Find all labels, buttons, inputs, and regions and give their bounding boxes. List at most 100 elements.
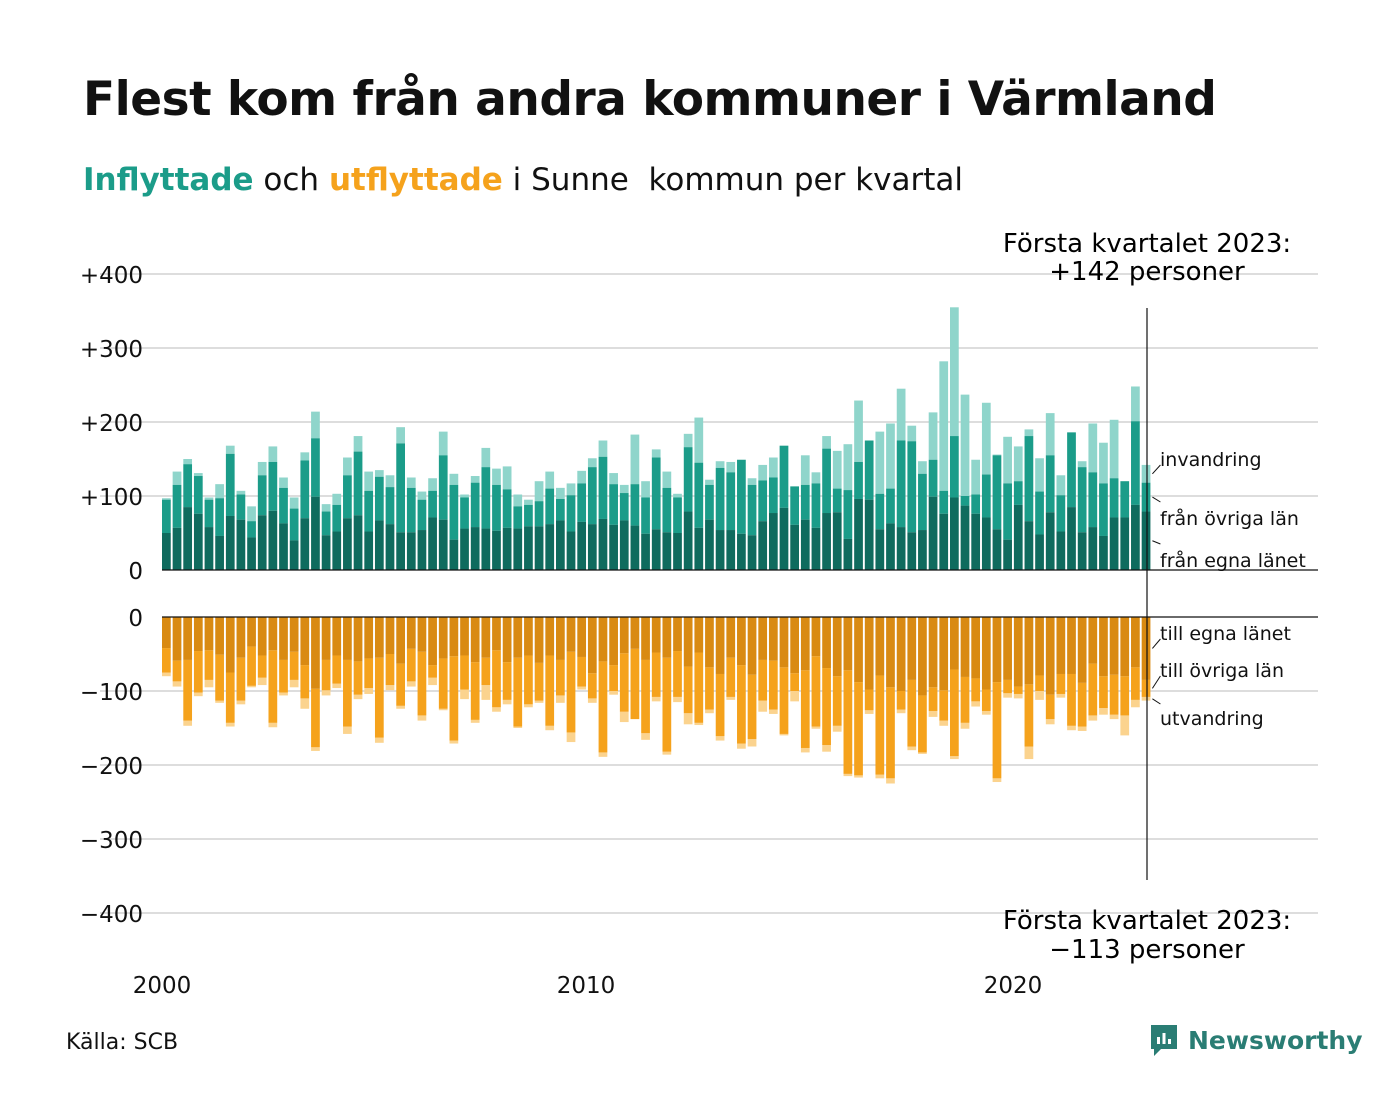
bar-fran-egna-lanet bbox=[247, 537, 256, 570]
bar-fran-ovriga-lan bbox=[800, 484, 810, 520]
bar-utvandring bbox=[556, 695, 565, 703]
bar-till-egna-lanet bbox=[726, 617, 736, 658]
bar-utvandring bbox=[300, 698, 310, 709]
bar-till-egna-lanet bbox=[374, 617, 384, 658]
bar-fran-ovriga-lan bbox=[790, 486, 800, 525]
bar-utvandring bbox=[800, 747, 810, 753]
bar-till-ovriga-lan bbox=[790, 673, 800, 691]
bar-fran-egna-lanet bbox=[1067, 507, 1076, 570]
bar-till-ovriga-lan bbox=[651, 652, 661, 697]
bar-till-ovriga-lan bbox=[832, 676, 842, 726]
bar-till-ovriga-lan bbox=[662, 657, 672, 752]
bar-fran-ovriga-lan bbox=[193, 476, 203, 514]
bar-till-ovriga-lan bbox=[193, 651, 203, 693]
bar-fran-ovriga-lan bbox=[566, 495, 576, 532]
bar-fran-egna-lanet bbox=[800, 519, 810, 570]
bar-fran-ovriga-lan bbox=[854, 461, 863, 499]
grid-bottom bbox=[100, 690, 1318, 914]
bar-fran-egna-lanet bbox=[854, 498, 863, 570]
bar-invandring bbox=[1131, 386, 1140, 422]
series-label-in: från övriga län bbox=[1160, 507, 1299, 530]
bar-till-ovriga-lan bbox=[758, 659, 768, 701]
brand-logo[interactable]: Newsworthy bbox=[1148, 1022, 1363, 1058]
bar-till-egna-lanet bbox=[630, 617, 640, 649]
bar-utvandring bbox=[311, 747, 320, 751]
bar-till-egna-lanet bbox=[811, 617, 821, 657]
bar-till-ovriga-lan bbox=[470, 662, 480, 720]
bar-till-ovriga-lan bbox=[1035, 675, 1044, 691]
bar-till-ovriga-lan bbox=[1045, 694, 1055, 720]
bar-fran-ovriga-lan bbox=[1013, 481, 1023, 505]
bar-fran-egna-lanet bbox=[1003, 539, 1012, 570]
bar-fran-ovriga-lan bbox=[279, 487, 288, 524]
bar-utvandring bbox=[236, 700, 246, 705]
bar-till-egna-lanet bbox=[1045, 617, 1055, 695]
bar-fran-egna-lanet bbox=[768, 513, 778, 570]
bar-fran-egna-lanet bbox=[651, 529, 661, 570]
bar-fran-ovriga-lan bbox=[268, 461, 278, 511]
bar-invandring bbox=[683, 433, 693, 448]
bar-invandring bbox=[694, 417, 704, 463]
bar-till-egna-lanet bbox=[460, 617, 469, 656]
bar-utvandring bbox=[343, 726, 352, 734]
bar-till-egna-lanet bbox=[300, 617, 310, 666]
bar-fran-egna-lanet bbox=[609, 524, 618, 570]
bar-fran-ovriga-lan bbox=[587, 467, 597, 525]
bar-till-ovriga-lan bbox=[737, 665, 746, 744]
bar-till-egna-lanet bbox=[417, 617, 427, 652]
bar-till-egna-lanet bbox=[598, 617, 608, 662]
bar-fran-egna-lanet bbox=[630, 525, 640, 570]
bar-till-egna-lanet bbox=[449, 617, 459, 657]
bar-till-ovriga-lan bbox=[619, 653, 629, 712]
bar-invandring bbox=[332, 493, 342, 505]
bar-fran-ovriga-lan bbox=[630, 484, 640, 526]
bar-fran-egna-lanet bbox=[705, 519, 714, 570]
bar-till-egna-lanet bbox=[896, 617, 906, 691]
bar-invandring bbox=[662, 471, 672, 488]
bar-fran-ovriga-lan bbox=[950, 436, 959, 498]
bar-invandring bbox=[832, 450, 842, 489]
bar-till-ovriga-lan bbox=[768, 660, 778, 710]
bar-utvandring bbox=[1131, 699, 1140, 708]
bar-till-egna-lanet bbox=[343, 617, 352, 660]
bar-invandring bbox=[886, 423, 895, 489]
bar-fran-ovriga-lan bbox=[705, 484, 714, 520]
bar-till-egna-lanet bbox=[470, 617, 480, 663]
bar-fran-ovriga-lan bbox=[1035, 491, 1044, 535]
chart-title: Flest kom från andra kommuner i Värmland bbox=[83, 72, 1217, 127]
bar-till-ovriga-lan bbox=[545, 655, 555, 726]
bar-till-egna-lanet bbox=[172, 617, 182, 661]
bar-fran-egna-lanet bbox=[598, 518, 608, 570]
annotation-top-line2: +142 personer bbox=[1049, 257, 1245, 287]
bar-fran-ovriga-lan bbox=[737, 459, 746, 534]
bar-utvandring bbox=[257, 677, 267, 686]
bar-invandring bbox=[172, 471, 182, 485]
bar-till-ovriga-lan bbox=[1109, 674, 1119, 715]
bar-invandring bbox=[673, 493, 682, 498]
bar-utvandring bbox=[406, 681, 416, 687]
bar-fran-ovriga-lan bbox=[779, 445, 789, 508]
bar-fran-egna-lanet bbox=[928, 496, 938, 570]
bar-till-ovriga-lan bbox=[694, 652, 704, 723]
bar-till-egna-lanet bbox=[960, 617, 970, 677]
bar-utvandring bbox=[779, 733, 789, 736]
bar-fran-ovriga-lan bbox=[886, 488, 895, 524]
bar-till-egna-lanet bbox=[651, 617, 661, 653]
bar-fran-egna-lanet bbox=[321, 535, 331, 570]
bar-invandring bbox=[311, 411, 320, 439]
bar-till-egna-lanet bbox=[513, 617, 523, 658]
bar-utvandring bbox=[502, 699, 512, 705]
bar-utvandring bbox=[172, 681, 182, 687]
bar-fran-egna-lanet bbox=[193, 513, 203, 570]
annotation-bottom-line2: −113 personer bbox=[1049, 935, 1245, 965]
bar-fran-egna-lanet bbox=[545, 524, 555, 570]
bar-fran-ovriga-lan bbox=[162, 499, 171, 533]
bar-fran-egna-lanet bbox=[918, 530, 927, 570]
bar-fran-egna-lanet bbox=[758, 521, 768, 570]
bar-invandring bbox=[981, 402, 991, 475]
bar-fran-ovriga-lan bbox=[1003, 483, 1012, 540]
bar-fran-ovriga-lan bbox=[396, 443, 406, 533]
bar-till-egna-lanet bbox=[854, 617, 863, 683]
bar-fran-ovriga-lan bbox=[832, 488, 842, 513]
